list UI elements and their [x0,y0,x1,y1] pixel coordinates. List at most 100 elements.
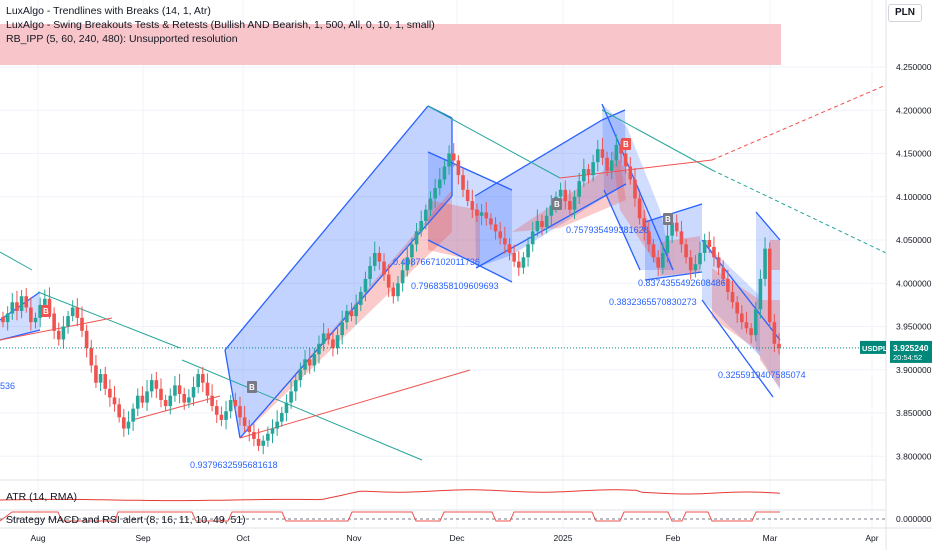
candle-up [266,433,270,441]
channel-line [475,183,627,269]
candle-down [140,395,145,403]
candle-up [345,310,349,323]
candle-up [126,421,131,429]
channel-fill-red [512,160,626,232]
breakout-marker-box [621,138,631,150]
strategy-tick-label: 0.000000 [896,514,932,524]
channel-line [601,109,626,121]
price-tick-label: 4.250000 [896,62,932,72]
candle-down [628,166,633,180]
candle-down [716,257,721,268]
candle-up [98,374,103,383]
time-tick-label: Oct [236,533,250,543]
candle-down [238,406,242,418]
candle-down [688,257,693,271]
breakout-marker-label: B [665,215,671,224]
candle-down [475,209,479,216]
candle-up [479,212,484,216]
candle-down [233,400,238,407]
candle-up [289,391,293,403]
candle-down [489,218,493,225]
legend-swing-breakouts: LuxAlgo - Swing Breakouts Tests & Retest… [6,19,435,31]
candle-up [131,408,135,422]
candle-down [242,417,247,426]
candle-up [298,369,303,381]
candle-up [437,179,442,189]
channel-annotation: 0.9379632595681618 [190,460,278,470]
candle-up [368,265,372,279]
candle-up [577,181,581,197]
teal-trendline [601,109,713,171]
candle-down [247,425,252,433]
price-tick-label: 3.800000 [896,451,932,461]
candle-up [303,359,307,370]
candle-up [275,421,279,429]
breakout-marker-label: B [554,200,560,209]
candle-up [66,316,70,327]
candle-down [451,153,456,161]
candle-up [149,380,154,392]
candle-up [582,169,586,182]
candle-down [75,307,80,318]
candle-down [331,339,335,349]
candle-down [1,316,5,323]
candle-up [405,257,410,271]
candle-up [317,343,321,355]
price-tick-label: 4.150000 [896,149,932,159]
candle-down [201,374,205,383]
candle-down [726,278,730,292]
candle-up [410,244,414,258]
candle-up [428,198,433,210]
breakout-marker-box [41,305,51,317]
candle-up [280,413,284,422]
candle-down [117,404,121,418]
countdown-label: 20:54:52 [893,353,922,362]
candle-down [707,240,712,247]
channel-line [224,349,241,439]
candle-down [651,244,656,258]
candle-down [159,388,163,401]
breakout-marker-label: B [43,307,49,316]
candle-down [108,388,112,398]
candle-down [112,397,117,405]
candle-up [33,317,38,323]
candle-down [456,160,461,176]
candle-down [767,248,772,323]
candle-down [656,257,660,268]
price-tick-label: 3.950000 [896,322,932,332]
candle-down [749,328,753,336]
time-tick-label: Feb [666,533,681,543]
time-tick-label: Sep [135,533,150,543]
candle-up [196,374,200,388]
candle-down [586,169,591,176]
price-tick-label: 3.900000 [896,365,932,375]
teal-trendline [0,251,33,271]
candle-up [396,283,400,297]
legend-rb-ipp: RB_IPP (5, 60, 240, 480): Unsupported re… [6,33,238,45]
candle-down [103,374,108,389]
channel-fill [0,292,40,340]
channel-outlines [0,103,781,439]
channel-line [224,105,429,351]
candle-up [419,220,424,232]
last-price-box [890,340,932,363]
candle-down [512,252,516,262]
candle-up [591,162,595,176]
candle-up [661,252,665,268]
atr-line [0,489,781,502]
channel-fill [225,106,452,438]
time-tick-label: Dec [449,533,465,543]
candle-down [563,189,568,202]
channel-fill-red [760,300,780,388]
candle-up [758,278,763,310]
currency-button[interactable]: PLN [888,4,922,22]
candle-down [84,330,89,349]
candle-up [228,400,233,412]
candle-down [484,212,489,219]
candle-up [572,196,577,210]
candle-down [391,287,396,297]
price-tick-label: 4.200000 [896,105,932,115]
candle-down [740,313,744,323]
